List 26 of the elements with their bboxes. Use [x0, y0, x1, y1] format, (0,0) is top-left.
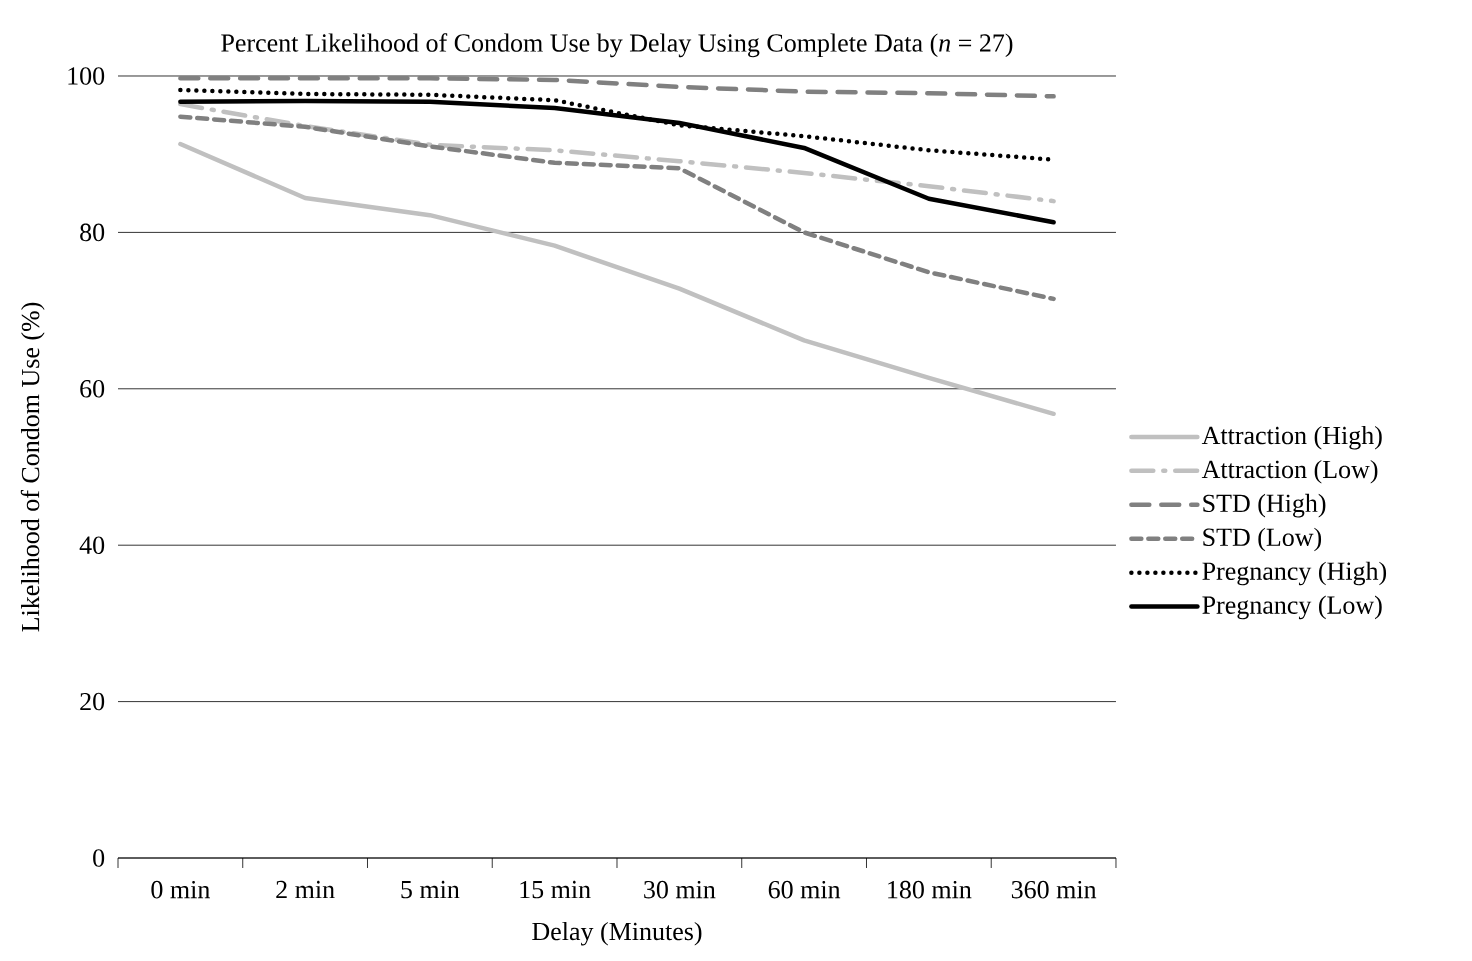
legend-label: Pregnancy (Low): [1202, 595, 1382, 620]
legend-label: Attraction (Low): [1201, 459, 1378, 484]
line-series: [178, 101, 1056, 204]
x-tick-label: 15 min: [520, 880, 591, 899]
y-tick-label: 100: [68, 67, 105, 85]
x-tick-label: 60 min: [768, 880, 841, 899]
legend-label: STD (Low): [1203, 527, 1322, 552]
legend-label: STD (High): [1203, 493, 1326, 518]
legend-label: Pregnancy (High): [1202, 561, 1387, 586]
chart-title: Percent Likelihood of Condom Use by Delay Using Complete Data (n = 27): [221, 33, 1013, 58]
x-tick-label: 30 min: [644, 880, 716, 899]
x-tick-label: 2 min: [276, 880, 335, 899]
x-tick-label: 180 min: [888, 880, 972, 899]
x-axis-title: Delay (Minutes): [532, 921, 702, 946]
legend-label: Attraction (High): [1201, 425, 1382, 450]
y-tick-label: 80: [80, 223, 105, 242]
x-tick-label: 0 min: [151, 880, 210, 899]
y-tick-label: 0: [93, 849, 105, 867]
y-tick-label: 20: [80, 692, 105, 711]
line-series: [178, 114, 1056, 302]
x-tick-label: 360 min: [1011, 880, 1097, 899]
x-tick-label: 5 min: [401, 880, 460, 899]
y-tick-label: 60: [80, 380, 105, 398]
line-series: [178, 141, 1056, 417]
y-tick-label: 40: [79, 536, 105, 554]
y-axis-title: Likelihood of Condom Use (%): [20, 302, 45, 632]
